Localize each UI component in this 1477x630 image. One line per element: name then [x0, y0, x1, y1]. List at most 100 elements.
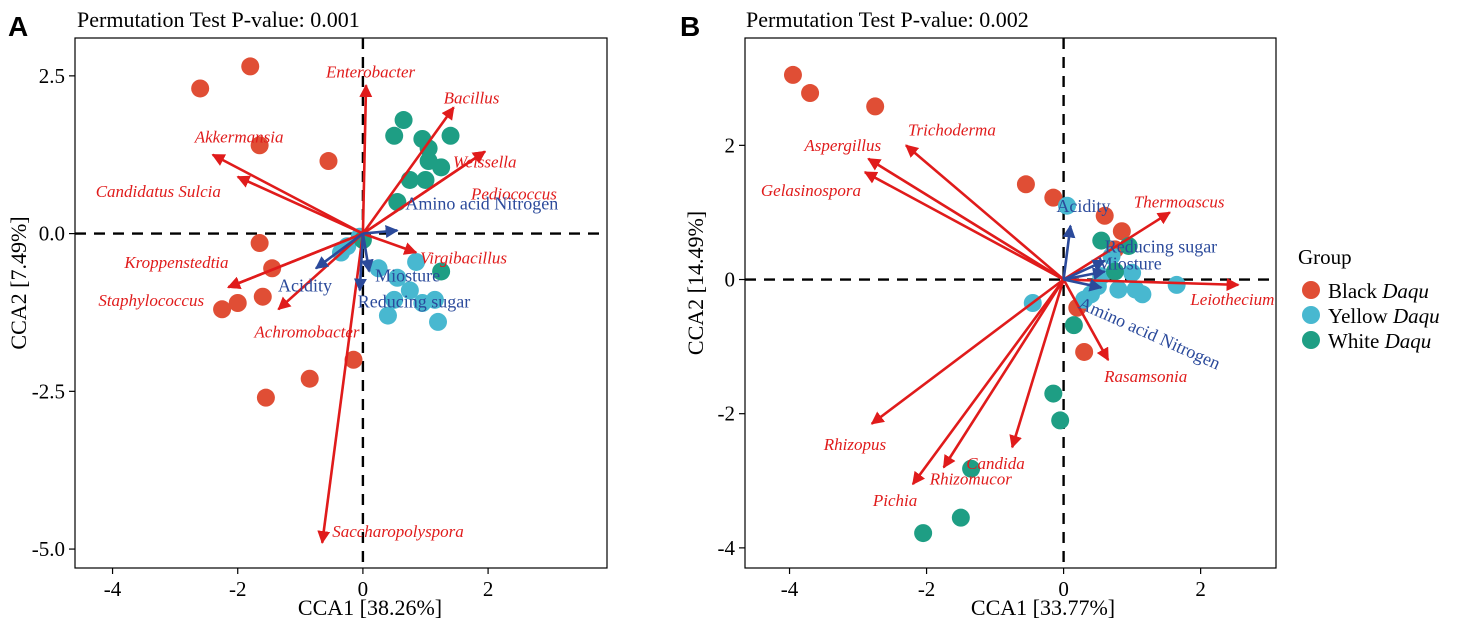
species-label-rhizomucor: Rhizomucor — [929, 469, 1013, 488]
sample-point-white — [432, 262, 451, 281]
y-tick-label: -2 — [718, 402, 736, 426]
species-label-candida: Candida — [966, 454, 1025, 473]
panel-b-letter: B — [680, 11, 700, 42]
sample-point-white — [432, 158, 451, 177]
x-tick-label: -4 — [104, 577, 122, 601]
sample-point-black — [866, 97, 885, 116]
sample-point-yellow — [378, 306, 397, 325]
env-label-amino-acid-nitrogen: Amino acid Nitrogen — [405, 193, 558, 213]
env-arrow-amino-acid-nitrogen — [1063, 278, 1103, 292]
species-label-weissella: Weissella — [453, 153, 517, 172]
species-arrow-rhizopus — [870, 278, 1065, 425]
sample-point-yellow — [1123, 263, 1142, 282]
species-arrow-trichoderma — [905, 144, 1065, 281]
sample-point-white — [914, 524, 933, 543]
sample-point-black — [213, 300, 232, 319]
species-label-gelasinospora: Gelasinospora — [761, 181, 861, 200]
panel-b: B Permutation Test P-value: 0.002 -4 -2 0 2… — [680, 7, 1277, 620]
species-label-rasamsonia: Rasamsonia — [1103, 367, 1187, 386]
panel-a-plot-frame — [74, 37, 608, 569]
x-tick-label: 2 — [1195, 577, 1206, 601]
sample-point-black — [241, 57, 260, 76]
y-tick-label: 2 — [725, 133, 736, 157]
species-label-pediococcus: Pediococcus — [470, 185, 557, 204]
env-label-reducing-sugar: Reducing sugar — [358, 291, 470, 311]
sample-point-white — [1051, 411, 1070, 430]
legend-marker-black — [1302, 281, 1320, 299]
panel-a: A Permutation Test P-value: 0.001 -4 -2 0 2… — [6, 7, 608, 620]
sample-point-black — [1112, 222, 1131, 241]
sample-point-yellow — [1109, 280, 1128, 299]
x-tick-label: 2 — [483, 577, 494, 601]
x-tick-label: -2 — [229, 577, 247, 601]
species-label-leiothecium: Leiothecium — [1189, 290, 1274, 309]
sample-point-white — [1064, 316, 1083, 335]
species-label-achromobacter: Achromobacter — [253, 322, 360, 341]
sample-point-yellow — [1133, 285, 1152, 304]
env-arrow-miosture — [1063, 267, 1106, 281]
species-label-virgibacillus: Virgibacillus — [420, 249, 507, 268]
sample-point-black — [300, 369, 319, 388]
sample-point-black — [783, 65, 802, 84]
species-label-candidatus-sulcia: Candidatus Sulcia — [96, 182, 221, 201]
panel-a-letter: A — [8, 11, 28, 42]
y-tick-label: -2.5 — [32, 379, 65, 403]
panel-b-y-axis-label: CCA2 [14.49%] — [683, 211, 708, 355]
panel-a-y-axis-label: CCA2 [7.49%] — [6, 216, 31, 349]
species-arrow-pichia — [911, 278, 1065, 486]
species-arrow-candidatus-sulcia — [236, 175, 364, 235]
sample-point-black — [256, 388, 275, 407]
sample-point-white — [951, 508, 970, 527]
sample-point-black — [1016, 175, 1035, 194]
sample-point-black — [344, 350, 363, 369]
x-tick-label: -2 — [918, 577, 936, 601]
y-tick-label: -4 — [718, 536, 736, 560]
y-tick-label: -5.0 — [32, 537, 65, 561]
env-arrow-miosture — [360, 233, 374, 273]
legend-title: Group — [1298, 245, 1352, 269]
panel-b-plot-area: -4 -2 0 2 2 0 -2 -4 Trichoderma Aspergillus Gelasi… — [718, 38, 1276, 601]
species-label-trichoderma: Trichoderma — [908, 120, 996, 139]
panel-b-x-axis-label: CCA1 [33.77%] — [971, 595, 1115, 620]
species-label-rhizopus: Rhizopus — [823, 435, 887, 454]
y-tick-label: 0.0 — [39, 222, 65, 246]
x-tick-label: 0 — [358, 577, 369, 601]
sample-point-white — [394, 111, 413, 130]
species-label-kroppenstedtia: Kroppenstedtia — [123, 253, 228, 272]
species-arrow-achromobacter — [277, 232, 364, 311]
sample-point-yellow — [407, 252, 426, 271]
species-label-enterobacter: Enterobacter — [325, 62, 415, 81]
sample-point-black — [250, 136, 269, 155]
sample-point-yellow — [425, 290, 444, 309]
species-label-akkermansia: Akkermansia — [194, 128, 284, 147]
panel-a-plot-area: -4 -2 0 2 2.5 0.0 -2.5 -5.0 Enterobacter Bacillus… — [32, 38, 607, 601]
species-label-saccharopolyspora: Saccharopolyspora — [332, 522, 464, 541]
species-arrow-rhizomucor — [942, 278, 1065, 469]
sample-point-yellow — [1167, 275, 1186, 294]
species-label-thermoascus: Thermoascus — [1134, 192, 1225, 211]
sample-point-black — [1095, 206, 1114, 225]
species-label-aspergillus: Aspergillus — [803, 136, 881, 155]
sample-point-black — [801, 84, 820, 103]
sample-point-white — [1044, 384, 1063, 403]
legend-label-yellow: Yellow Daqu — [1328, 304, 1440, 328]
sample-point-white — [962, 459, 981, 478]
species-arrow-enterobacter — [359, 84, 373, 234]
env-arrow-amino-acid-nitrogen — [362, 225, 399, 238]
sample-point-black — [191, 79, 210, 98]
sample-point-yellow — [1075, 290, 1094, 309]
sample-point-black — [1075, 342, 1094, 361]
sample-point-black — [253, 287, 272, 306]
x-tick-label: -4 — [781, 577, 799, 601]
sample-point-yellow — [1058, 196, 1077, 215]
sample-point-white — [1105, 262, 1124, 281]
legend-marker-yellow — [1302, 306, 1320, 324]
panel-a-x-axis-label: CCA1 [38.26%] — [298, 595, 442, 620]
sample-point-white — [385, 126, 404, 145]
sample-point-black — [228, 294, 247, 312]
sample-point-yellow — [400, 281, 419, 300]
sample-point-yellow — [388, 268, 407, 287]
species-label-pichia: Pichia — [872, 491, 917, 510]
species-label-bacillus: Bacillus — [444, 88, 500, 107]
